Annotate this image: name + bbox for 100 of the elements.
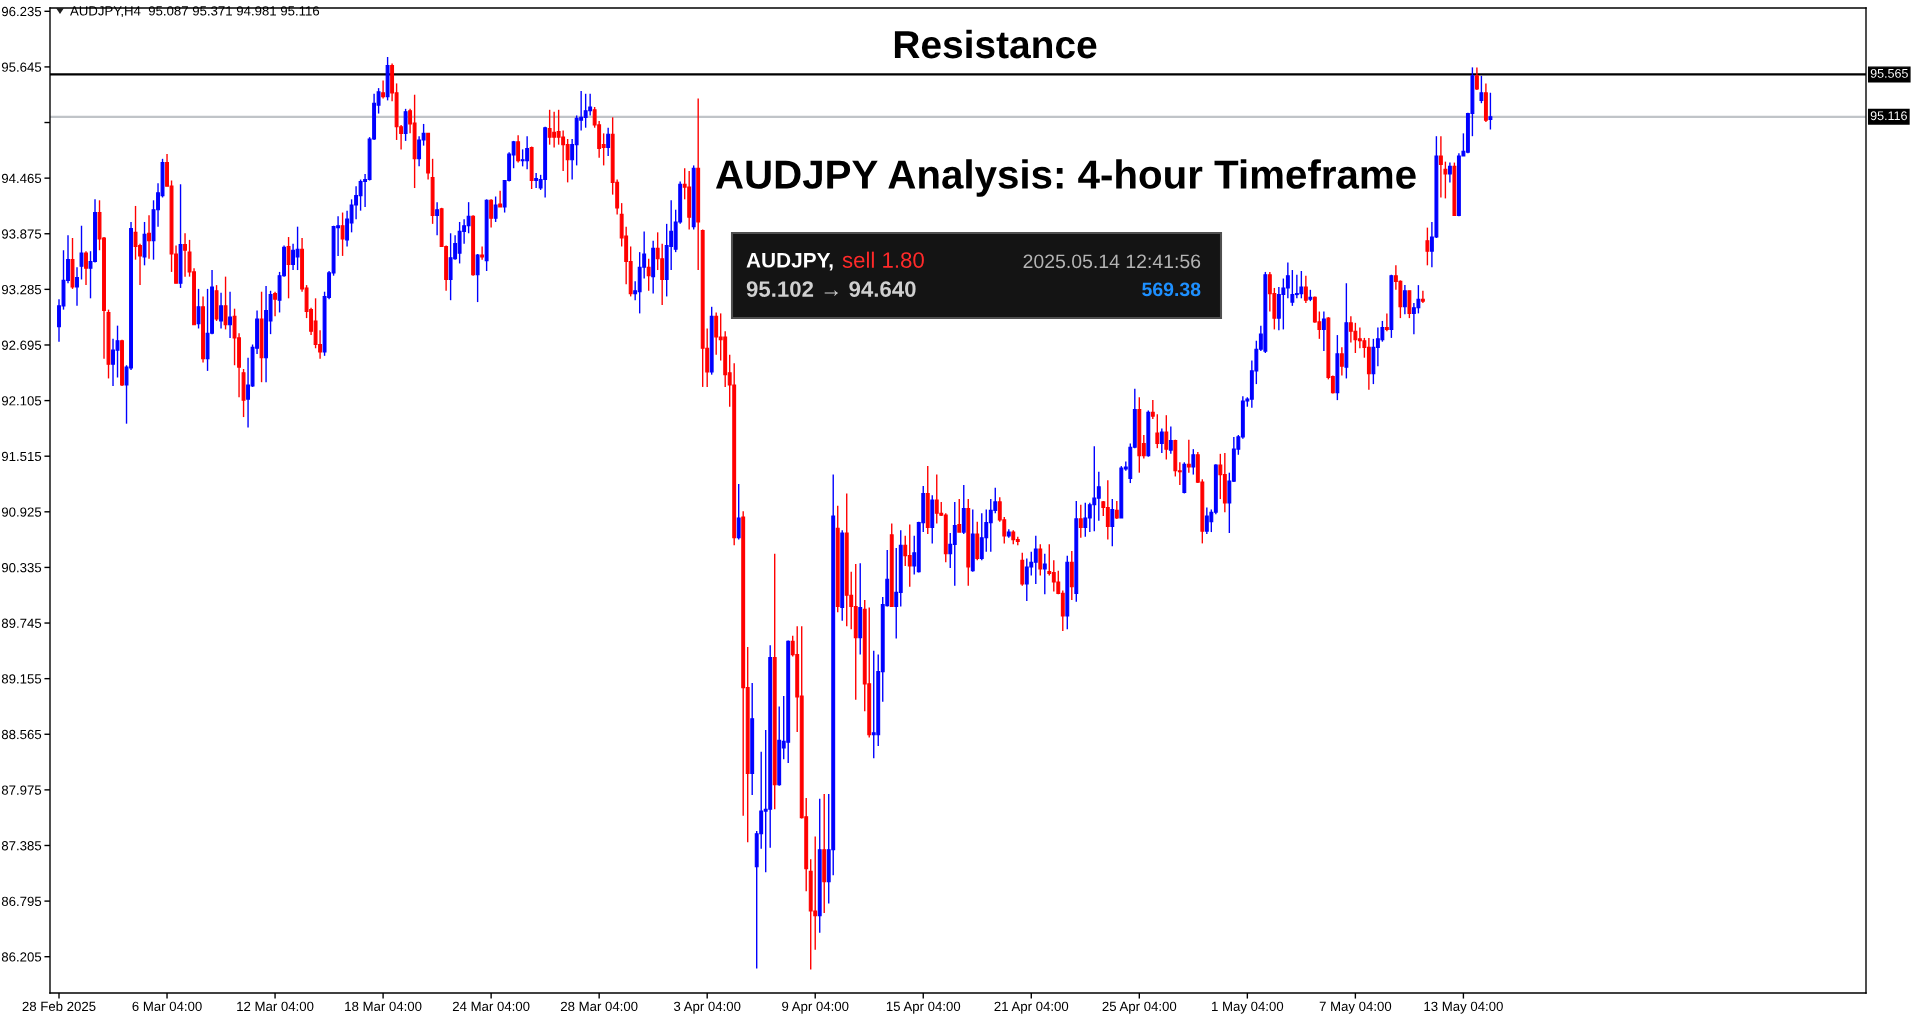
candlestick [1168, 425, 1173, 455]
candlestick [606, 127, 611, 157]
x-tick-label: 28 Feb 2025 [22, 1001, 96, 1012]
candlestick [1191, 448, 1196, 476]
candlestick [588, 93, 593, 117]
candlestick [894, 547, 899, 640]
candlestick [903, 535, 908, 567]
candlestick [291, 242, 296, 271]
candlestick [493, 195, 498, 223]
candlestick [448, 232, 453, 301]
candlestick [79, 225, 84, 281]
candlestick [547, 109, 552, 146]
candlestick [1186, 439, 1191, 474]
ref-line-label: 95.565 [1870, 68, 1908, 78]
candlestick [147, 214, 151, 260]
candlestick [1321, 310, 1326, 352]
candlestick [1407, 290, 1412, 319]
candlestick [871, 650, 876, 759]
candlestick [736, 483, 741, 541]
candlestick [1150, 399, 1155, 420]
text: AUDJPY Analysis: 4-hour Timeframe [715, 159, 1416, 197]
annotation: 569.38 [1142, 282, 1201, 297]
candlestick [1447, 161, 1452, 184]
x-tick-label: 6 Mar 04:00 [132, 1001, 202, 1012]
y-tick-label: 86.205 [1, 952, 42, 962]
candlestick [1078, 504, 1083, 539]
y-tick-label: 89.155 [1, 674, 42, 684]
candlestick [1294, 274, 1299, 300]
annotation: AUDJPY, [746, 253, 833, 271]
candlestick [403, 108, 408, 142]
candlestick [1218, 453, 1223, 500]
y-tick-label: 93.875 [1, 229, 42, 239]
candlestick [1488, 92, 1493, 131]
candlestick [565, 138, 570, 184]
candlestick [988, 498, 993, 553]
y-tick-label: 96.235 [1, 6, 42, 17]
candlestick [1159, 427, 1164, 454]
candlestick [1420, 290, 1425, 304]
candlestick [1384, 312, 1389, 333]
y-tick-label: 95.645 [1, 62, 42, 72]
candlestick [1105, 479, 1110, 541]
y-tick-label: 92.105 [1, 396, 42, 406]
x-tick-label: 7 May 04:00 [1319, 1001, 1392, 1014]
candlestick [1024, 557, 1029, 602]
candlestick [475, 253, 480, 303]
candlestick [1411, 302, 1416, 335]
candlestick [489, 198, 494, 229]
y-tick-label: 87.975 [1, 785, 42, 795]
y-tick-label: 88.565 [1, 729, 42, 740]
y-tick-label: 86.795 [1, 896, 42, 907]
annotation: sell 1.80 [842, 251, 924, 268]
annotation: Resistance [894, 29, 1097, 59]
x-tick-label: 15 Apr 04:00 [886, 1001, 961, 1014]
candlestick [1204, 506, 1209, 535]
candlestick [466, 201, 471, 234]
candlestick [1285, 261, 1290, 300]
annotation: 95.102 → 94.640 [746, 281, 916, 297]
candlestick [1096, 471, 1101, 522]
candlestick [223, 275, 228, 331]
candlestick [660, 242, 665, 306]
candlestick [417, 135, 422, 168]
candlestick [1425, 226, 1430, 267]
candlestick [1164, 414, 1169, 461]
candlestick [979, 512, 984, 562]
candlestick [286, 236, 291, 300]
y-tick-label: 91.515 [1, 451, 42, 462]
x-tick-label: 9 Apr 04:00 [782, 1001, 849, 1014]
candlestick [340, 211, 345, 257]
candlestick [714, 311, 719, 356]
candlestick [295, 225, 300, 271]
x-tick-label: 3 Apr 04:00 [673, 1001, 741, 1014]
candlestick [1348, 315, 1353, 344]
candlestick [934, 473, 939, 525]
y-tick-label: 93.285 [1, 284, 42, 295]
ref-line-label: 95.116 [1870, 111, 1907, 121]
candlestick [1033, 535, 1038, 585]
y-tick-label: 94.465 [1, 173, 42, 184]
candlestick [552, 110, 557, 149]
candlestick [142, 221, 147, 267]
candlestick [516, 134, 521, 164]
candlestick [84, 250, 88, 286]
y-tick-label: 92.695 [1, 340, 42, 350]
candlestick [1051, 559, 1056, 593]
candlestick [435, 201, 440, 236]
candlestick [525, 135, 530, 170]
candlestick [1042, 553, 1047, 595]
candlestick [952, 501, 957, 587]
x-tick-label: 28 Mar 04:00 [560, 1001, 638, 1012]
annotation: 2025.05.14 12:41:56 [1023, 254, 1201, 269]
candlestick [1281, 277, 1286, 331]
candlestick [534, 172, 539, 189]
candlestick [1402, 284, 1407, 316]
candlestick [228, 291, 233, 339]
x-tick-label: 21 Apr 04:00 [994, 1001, 1069, 1014]
candlestick [961, 484, 966, 535]
candlestick [1155, 413, 1160, 449]
candlestick [1303, 274, 1308, 304]
candlestick [1299, 270, 1304, 300]
candlestick [75, 266, 79, 307]
candlestick [907, 523, 912, 588]
